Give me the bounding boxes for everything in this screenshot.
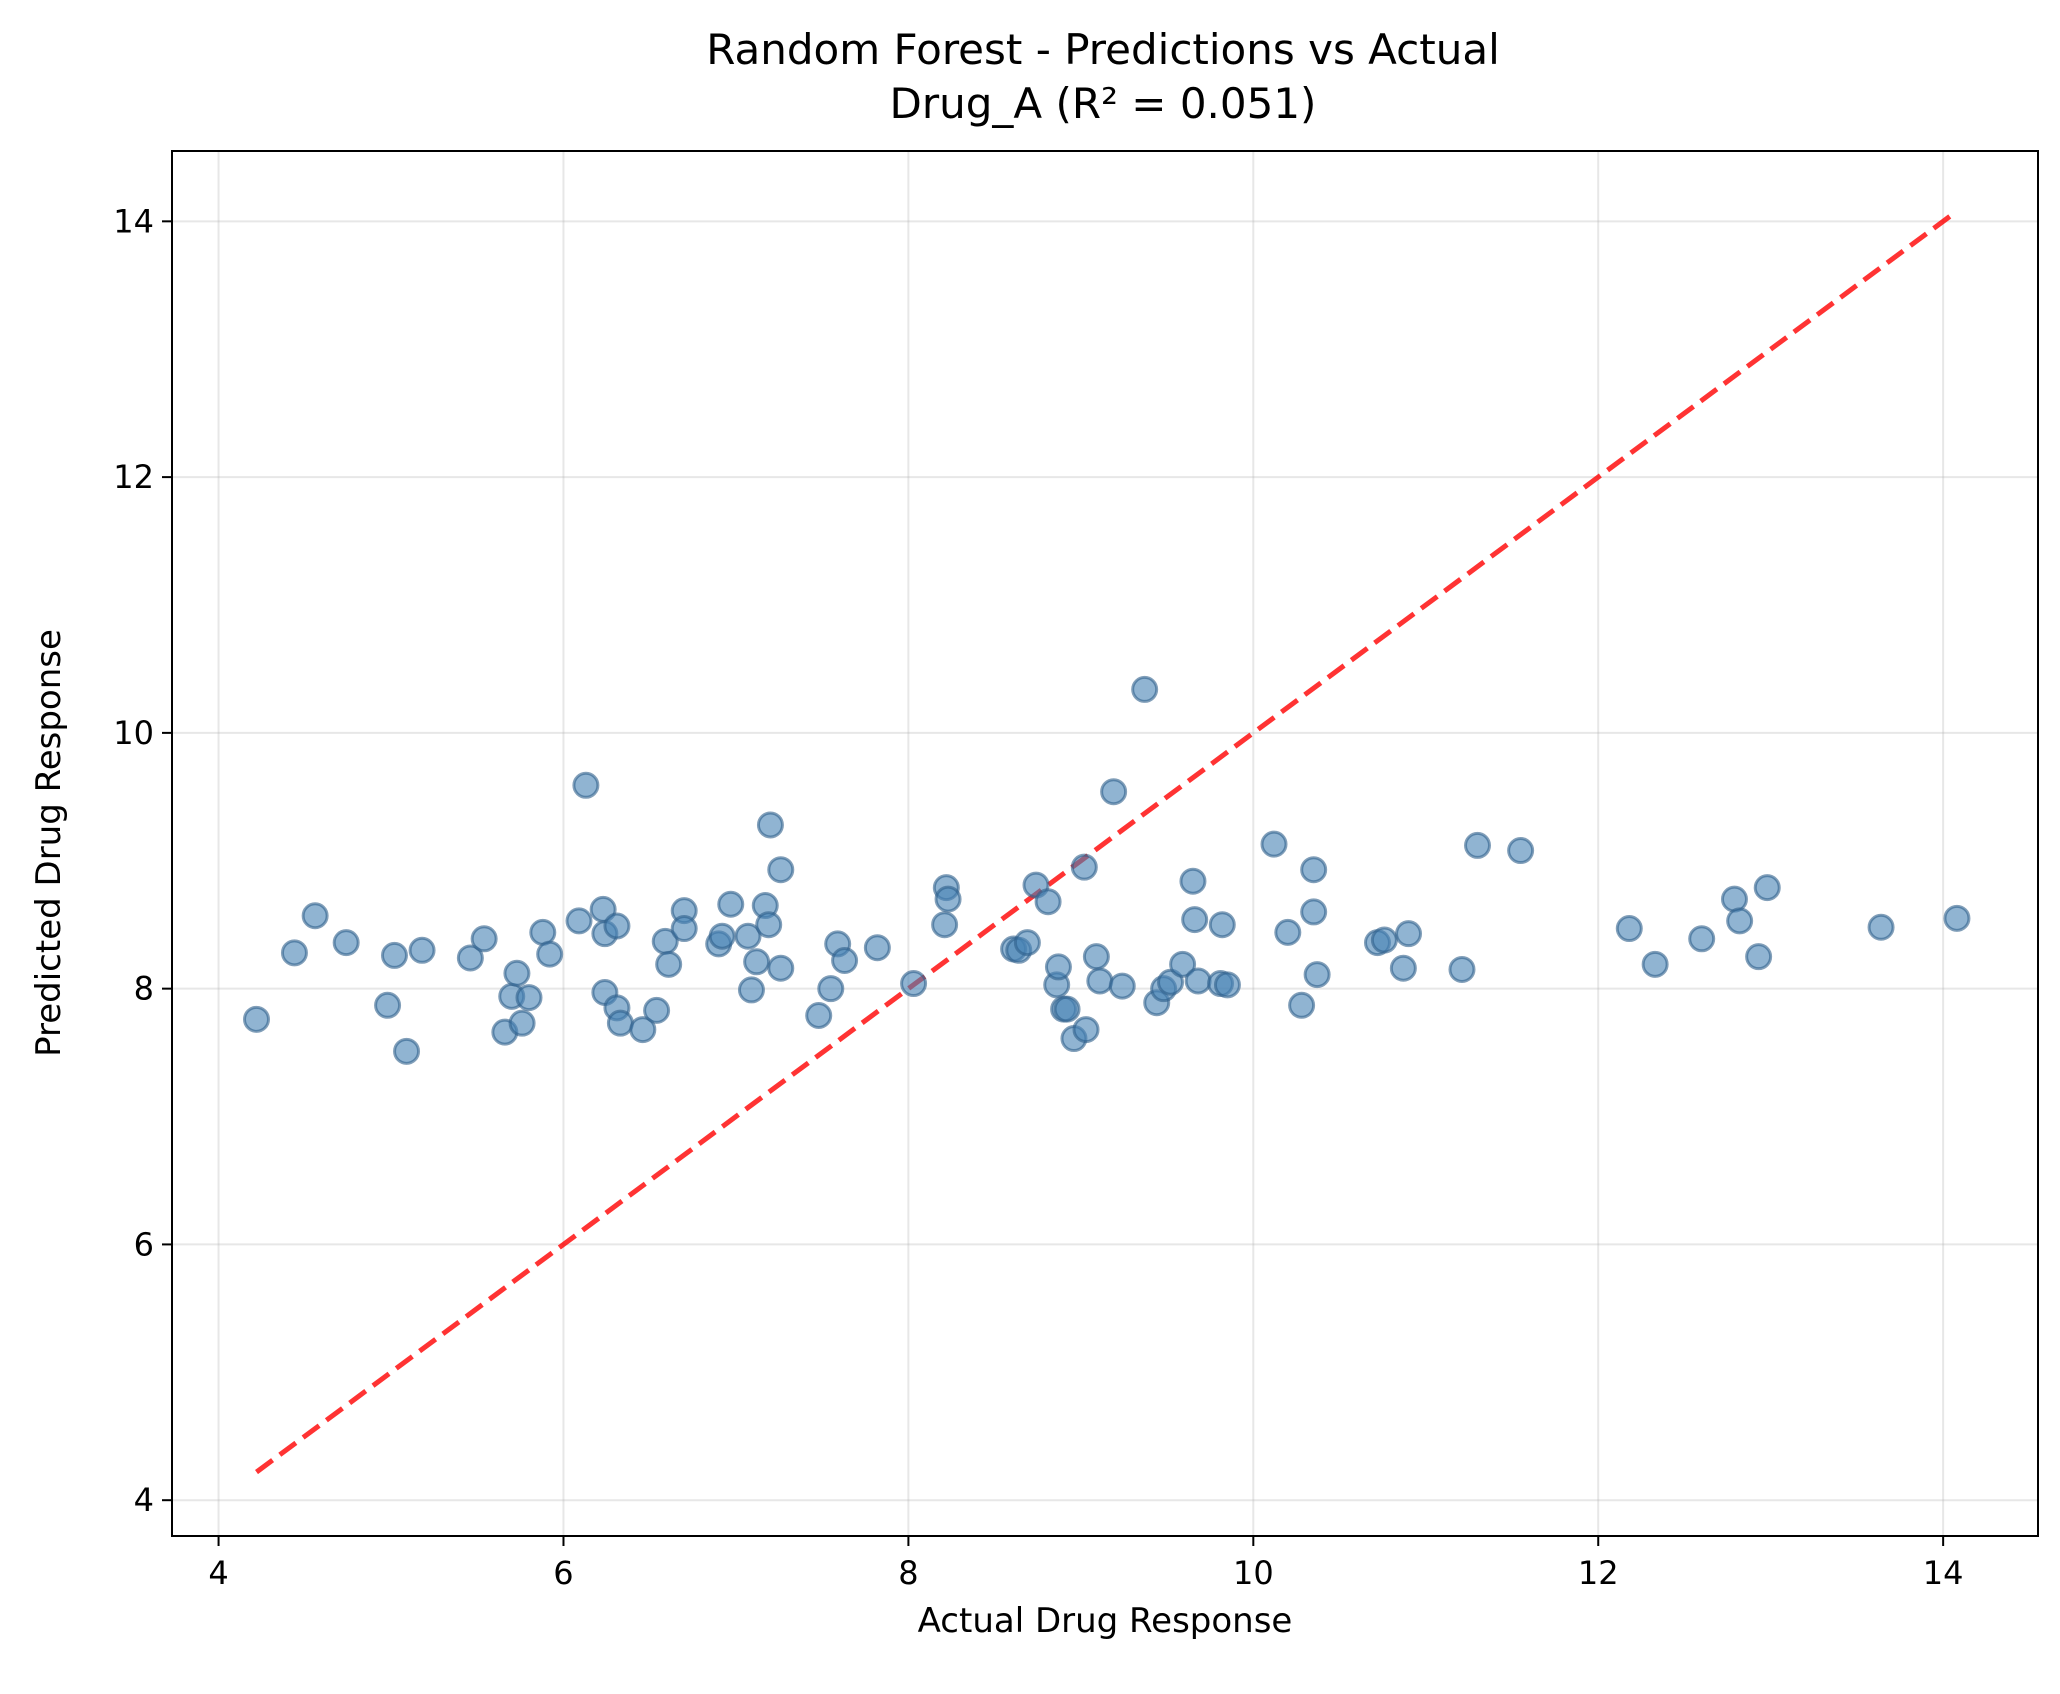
data-point xyxy=(863,934,891,962)
data-point xyxy=(1641,950,1669,978)
data-point xyxy=(332,929,360,957)
data-point xyxy=(1082,943,1110,971)
data-point xyxy=(374,991,402,1019)
data-point xyxy=(301,902,329,930)
data-point xyxy=(1260,830,1288,858)
data-point xyxy=(1464,831,1492,859)
y-tick-label: 12 xyxy=(113,458,154,496)
data-point xyxy=(1053,995,1081,1023)
data-point xyxy=(670,915,698,943)
data-point xyxy=(817,975,845,1003)
data-point xyxy=(515,984,543,1012)
data-point xyxy=(1448,955,1476,983)
data-point xyxy=(1131,675,1159,703)
data-point xyxy=(755,911,783,939)
x-tick-label: 12 xyxy=(1578,1554,1619,1592)
data-point xyxy=(1395,920,1423,948)
data-point xyxy=(629,1016,657,1044)
reference-line xyxy=(255,209,1959,1475)
data-point xyxy=(1753,874,1781,902)
data-point xyxy=(900,970,928,998)
data-point xyxy=(243,1005,271,1033)
data-point xyxy=(606,1009,634,1037)
y-axis-label: Predicted Drug Response xyxy=(29,629,69,1057)
data-point xyxy=(408,936,436,964)
data-point xyxy=(603,912,631,940)
data-points xyxy=(243,675,1971,1065)
reference-line-layer xyxy=(255,209,1959,1475)
data-point xyxy=(805,1002,833,1030)
data-point xyxy=(1370,926,1398,954)
data-point xyxy=(1072,1016,1100,1044)
axis-ticks: 4 6 8 10 12 14 4 6 8 10 12 14 xyxy=(113,202,1963,1592)
x-tick-label: 14 xyxy=(1923,1554,1964,1592)
y-tick-label: 14 xyxy=(113,202,154,240)
data-point xyxy=(1288,991,1316,1019)
data-point xyxy=(456,944,484,972)
data-point xyxy=(1389,954,1417,982)
data-point xyxy=(1615,915,1643,943)
data-point xyxy=(1867,913,1895,941)
data-point xyxy=(1726,907,1754,935)
x-axis-label: Actual Drug Response xyxy=(918,1601,1293,1641)
data-point xyxy=(1034,888,1062,916)
data-point xyxy=(734,922,762,950)
y-tick-label: 4 xyxy=(134,1481,154,1519)
data-point xyxy=(380,941,408,969)
x-tick-label: 10 xyxy=(1233,1554,1274,1592)
y-tick-label: 10 xyxy=(113,714,154,752)
data-point xyxy=(1300,898,1328,926)
data-point xyxy=(1179,867,1207,895)
data-point xyxy=(737,976,765,1004)
x-tick-label: 4 xyxy=(208,1554,228,1592)
plot-frame xyxy=(171,150,2039,1537)
data-point xyxy=(717,890,745,918)
data-point xyxy=(1108,972,1136,1000)
data-point xyxy=(1208,911,1236,939)
data-point xyxy=(503,959,531,987)
data-point xyxy=(743,948,771,976)
data-point xyxy=(1507,837,1535,865)
data-point xyxy=(1943,904,1971,932)
chart-title: Random Forest - Predictions vs Actual xyxy=(706,25,1500,74)
data-point xyxy=(1070,853,1098,881)
data-point xyxy=(536,940,564,968)
data-point xyxy=(572,771,600,799)
data-point xyxy=(1303,961,1331,989)
data-point xyxy=(767,954,795,982)
data-point xyxy=(831,947,859,975)
data-point xyxy=(756,811,784,839)
data-point xyxy=(1720,885,1748,913)
data-point xyxy=(1013,929,1041,957)
data-point xyxy=(393,1037,421,1065)
data-point xyxy=(1300,856,1328,884)
data-point xyxy=(1274,918,1302,946)
data-point xyxy=(1169,950,1197,978)
data-point xyxy=(1044,953,1072,981)
y-tick-label: 6 xyxy=(134,1225,154,1263)
data-point xyxy=(934,885,962,913)
x-tick-label: 6 xyxy=(553,1554,573,1592)
data-point xyxy=(643,996,671,1024)
data-point xyxy=(1100,778,1128,806)
y-tick-label: 8 xyxy=(134,970,154,1008)
data-point xyxy=(1184,967,1212,995)
data-point xyxy=(1745,943,1773,971)
data-point xyxy=(1688,925,1716,953)
data-point xyxy=(470,925,498,953)
data-point xyxy=(1086,967,1114,995)
data-point xyxy=(565,907,593,935)
data-point xyxy=(508,1009,536,1037)
chart-subtitle: Drug_A (R² = 0.051) xyxy=(890,79,1317,128)
data-point xyxy=(1181,906,1209,934)
x-tick-label: 8 xyxy=(898,1554,918,1592)
data-point xyxy=(655,950,683,978)
data-point xyxy=(767,856,795,884)
data-point xyxy=(280,939,308,967)
data-point xyxy=(1213,971,1241,999)
data-point xyxy=(708,922,736,950)
data-point xyxy=(931,911,959,939)
